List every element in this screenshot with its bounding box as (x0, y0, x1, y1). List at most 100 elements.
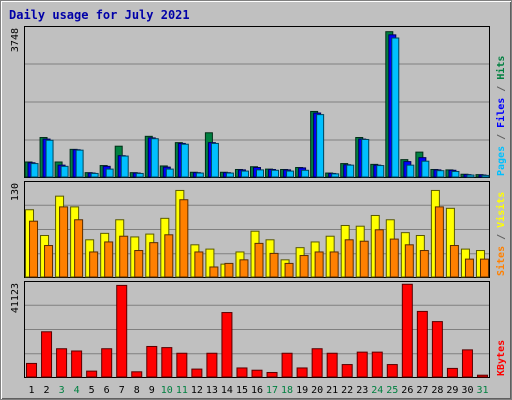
bar-sites-day-27 (419, 250, 429, 278)
bar-pages-day-18 (286, 170, 295, 178)
x-tick-label-day-15: 15 (236, 385, 248, 396)
bar-pages-day-1 (30, 163, 39, 178)
x-tick-label-day-24: 24 (371, 385, 383, 396)
x-tick-label-day-16: 16 (251, 385, 263, 396)
x-tick-label-day-12: 12 (191, 385, 203, 396)
legend-entry: KBytes (496, 340, 507, 376)
bar-pages-day-31 (481, 174, 490, 178)
bar-kbytes-day-20 (311, 348, 323, 378)
x-tick-label-day-30: 30 (461, 385, 473, 396)
legend-entry: / (496, 128, 507, 146)
chart-title: Daily usage for July 2021 (9, 8, 190, 22)
bar-pages-day-3 (60, 165, 69, 178)
bar-kbytes-day-3 (56, 348, 68, 378)
bar-pages-day-22 (346, 164, 355, 178)
bar-kbytes-day-25 (386, 364, 398, 378)
x-tick-label-day-14: 14 (221, 385, 233, 396)
bar-sites-day-22 (344, 239, 354, 278)
bar-pages-day-30 (466, 174, 475, 178)
x-tick-label-day-18: 18 (281, 385, 293, 396)
bar-kbytes-day-8 (131, 371, 143, 378)
axis-max-label-hits-files-pages: 3748 (10, 28, 21, 52)
legend-entry: Sites (495, 246, 507, 276)
legend-entry: Hits (495, 56, 507, 80)
bar-pages-day-29 (451, 170, 460, 178)
bar-pages-day-19 (301, 169, 310, 178)
bar-sites-day-4 (74, 219, 84, 278)
axis-max-label-kbytes: 41123 (10, 283, 21, 313)
bar-pages-day-15 (240, 170, 249, 178)
bar-sites-day-26 (404, 244, 414, 278)
bar-pages-day-7 (120, 155, 129, 178)
x-tick-label-day-25: 25 (386, 385, 398, 396)
x-tick-label-day-22: 22 (341, 385, 353, 396)
bar-sites-day-3 (59, 206, 69, 278)
bar-pages-day-25 (391, 37, 400, 178)
x-tick-label-day-1: 1 (29, 385, 35, 396)
x-tick-label-day-17: 17 (266, 385, 278, 396)
legend-entry: Files (495, 98, 507, 128)
bar-sites-day-29 (449, 245, 459, 278)
bar-pages-day-20 (316, 114, 325, 178)
bar-pages-day-8 (135, 172, 144, 178)
bar-pages-day-5 (90, 172, 99, 178)
x-tick-label-day-29: 29 (446, 385, 458, 396)
bar-kbytes-day-15 (236, 367, 248, 378)
x-tick-label-day-21: 21 (326, 385, 338, 396)
bar-sites-day-30 (464, 258, 474, 278)
legend-visits-sites: Sites / Visits (495, 192, 507, 276)
bar-sites-day-21 (329, 251, 339, 278)
bar-kbytes-day-21 (326, 352, 338, 378)
bar-sites-day-17 (269, 252, 279, 278)
x-tick-label-day-27: 27 (416, 385, 428, 396)
bar-pages-day-27 (421, 160, 430, 178)
bar-sites-day-14 (224, 262, 234, 278)
bar-sites-day-18 (284, 262, 294, 278)
bar-sites-day-25 (389, 238, 399, 278)
legend-kbytes: KBytes (496, 340, 507, 376)
bar-sites-day-12 (194, 251, 204, 278)
bar-pages-day-24 (376, 165, 385, 178)
bar-sites-day-5 (89, 251, 99, 278)
bar-sites-day-15 (239, 259, 249, 278)
bar-kbytes-day-16 (251, 369, 263, 378)
x-tick-label-day-10: 10 (161, 385, 173, 396)
x-tick-label-day-31: 31 (476, 385, 488, 396)
bar-sites-day-8 (134, 250, 144, 278)
x-tick-label-day-8: 8 (134, 385, 140, 396)
bar-pages-day-11 (180, 143, 189, 178)
x-tick-label-day-19: 19 (296, 385, 308, 396)
bar-pages-day-14 (225, 172, 234, 178)
x-tick-label-day-11: 11 (176, 385, 188, 396)
x-tick-label-day-3: 3 (59, 385, 65, 396)
bar-pages-day-9 (150, 138, 159, 178)
x-tick-label-day-4: 4 (74, 385, 80, 396)
bar-sites-day-10 (164, 234, 174, 278)
bar-sites-day-24 (374, 229, 384, 278)
legend-entry: / (496, 80, 507, 98)
bar-kbytes-day-9 (146, 345, 158, 378)
bar-sites-day-16 (254, 242, 264, 278)
bar-sites-day-20 (314, 251, 324, 278)
bar-pages-day-10 (165, 168, 174, 178)
x-tick-label-day-5: 5 (89, 385, 95, 396)
x-tick-label-day-26: 26 (401, 385, 413, 396)
x-tick-label-day-6: 6 (104, 385, 110, 396)
bar-kbytes-day-18 (281, 352, 293, 378)
bar-sites-day-23 (359, 240, 369, 278)
bar-sites-day-7 (119, 235, 129, 278)
bar-kbytes-day-29 (446, 367, 458, 378)
bar-sites-day-11 (179, 199, 189, 278)
bar-kbytes-day-13 (206, 352, 218, 378)
bar-pages-day-17 (271, 169, 280, 178)
bar-kbytes-day-12 (191, 368, 203, 378)
bar-kbytes-day-26 (401, 283, 413, 378)
bar-kbytes-day-6 (101, 348, 113, 378)
bar-sites-day-28 (434, 206, 444, 278)
bar-kbytes-day-2 (41, 331, 53, 378)
bar-pages-day-26 (406, 164, 415, 178)
x-tick-label-day-9: 9 (149, 385, 155, 396)
bar-pages-day-4 (75, 149, 84, 178)
x-tick-label-day-28: 28 (431, 385, 443, 396)
